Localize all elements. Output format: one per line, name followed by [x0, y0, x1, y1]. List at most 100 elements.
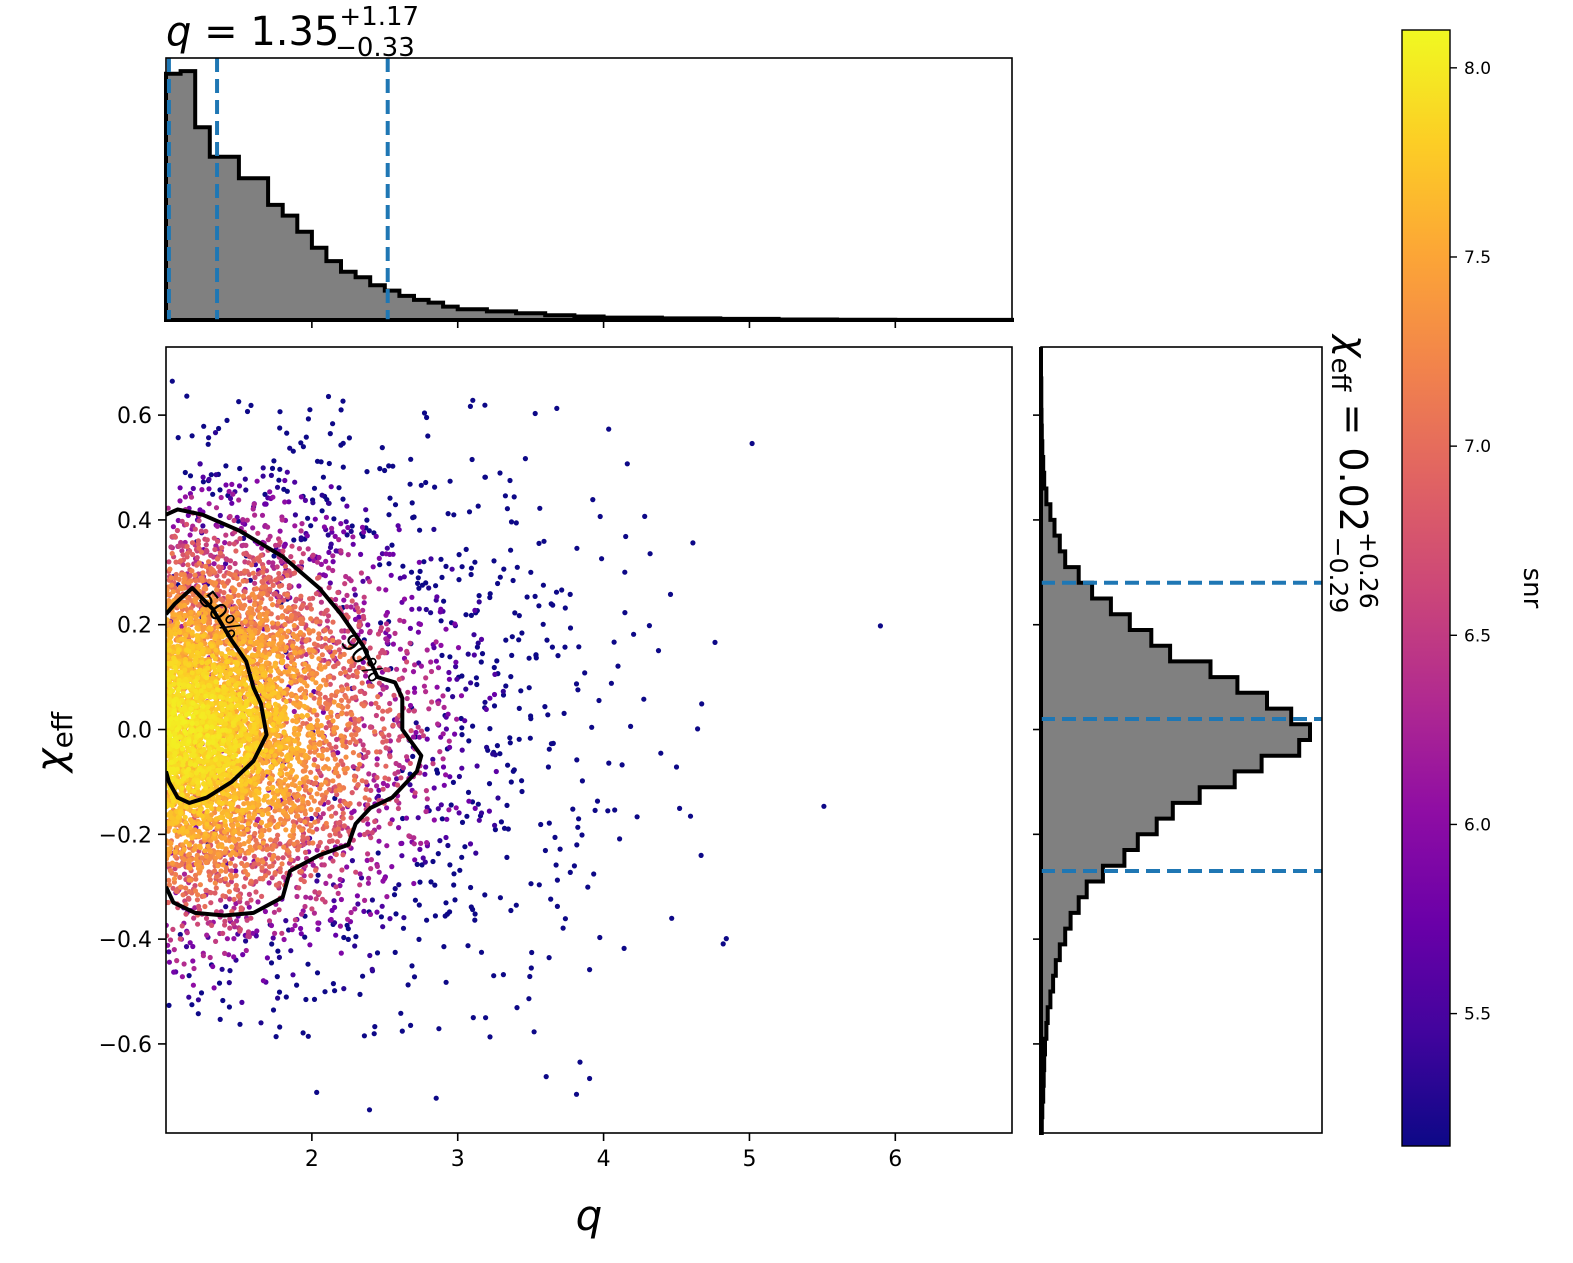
scatter-point: [573, 1091, 580, 1097]
scatter-point: [231, 517, 237, 524]
scatter-point: [513, 902, 519, 908]
scatter-point: [246, 627, 252, 633]
scatter-point: [315, 635, 321, 642]
scatter-point: [472, 917, 478, 923]
scatter-point: [491, 558, 497, 564]
scatter-point: [235, 893, 241, 899]
scatter-point: [267, 740, 273, 746]
scatter-point: [178, 572, 184, 578]
scatter-point: [317, 839, 323, 846]
scatter-point: [502, 493, 508, 499]
scatter-point: [471, 652, 477, 658]
scatter-point: [212, 868, 218, 874]
scatter-point: [446, 738, 452, 744]
scatter-point: [299, 521, 305, 527]
scatter-point: [179, 974, 185, 980]
scatter-point: [445, 510, 451, 517]
scatter-point: [367, 952, 373, 959]
scatter-point: [307, 596, 313, 602]
scatter-point: [288, 769, 294, 775]
scatter-point: [537, 505, 543, 511]
scatter-point: [349, 711, 355, 718]
scatter-point: [194, 555, 200, 561]
scatter-point: [222, 606, 228, 612]
scatter-point: [293, 596, 299, 602]
scatter-point: [509, 652, 515, 659]
scatter-point: [503, 683, 509, 689]
scatter-point: [198, 990, 205, 996]
scatter-point: [215, 823, 221, 829]
scatter-point: [300, 551, 306, 557]
scatter-point: [186, 994, 192, 1000]
scatter-point: [315, 806, 321, 813]
scatter-point: [384, 805, 390, 811]
scatter-point: [275, 615, 281, 621]
scatter-point: [283, 644, 289, 650]
scatter-point: [298, 686, 305, 692]
scatter-point: [410, 515, 416, 521]
scatter-point: [424, 796, 430, 802]
scatter-point: [441, 782, 447, 788]
scatter-point: [200, 523, 206, 529]
scatter-point: [360, 578, 366, 584]
scatter-point: [430, 858, 436, 865]
scatter-point: [364, 517, 370, 523]
scatter-point: [220, 997, 226, 1004]
scatter-point: [272, 676, 278, 682]
scatter-point: [287, 762, 293, 768]
scatter-point: [219, 545, 225, 551]
scatter-point: [309, 653, 315, 660]
scatter-point: [178, 558, 184, 564]
scatter-point: [487, 726, 493, 732]
top-title-value: = 1.35: [191, 9, 339, 55]
scatter-point: [454, 676, 460, 682]
scatter-point: [277, 757, 283, 763]
scatter-point: [341, 597, 347, 603]
scatter-point: [423, 479, 429, 486]
scatter-point: [282, 799, 288, 805]
scatter-point: [698, 852, 704, 859]
scatter-point: [211, 561, 217, 567]
scatter-point: [227, 495, 234, 502]
scatter-point: [374, 783, 380, 789]
scatter-point: [309, 676, 316, 682]
scatter-point: [217, 487, 223, 493]
scatter-point: [241, 841, 247, 847]
scatter-point: [348, 815, 354, 821]
scatter-point: [567, 625, 574, 631]
scatter-point: [302, 497, 308, 503]
scatter-point: [330, 858, 336, 864]
scatter-point: [306, 627, 312, 633]
scatter-point: [555, 653, 561, 659]
scatter-point: [234, 514, 240, 520]
scatter-point: [211, 592, 217, 598]
scatter-point: [378, 625, 384, 631]
scatter-point: [242, 855, 248, 862]
scatter-point: [228, 872, 234, 878]
scatter-point: [422, 771, 428, 777]
scatter-point: [294, 745, 300, 751]
scatter-point: [475, 503, 481, 509]
scatter-point: [305, 835, 311, 841]
scatter-point: [319, 792, 325, 798]
scatter-point: [262, 501, 268, 507]
scatter-point: [272, 590, 278, 597]
scatter-point: [372, 818, 378, 825]
scatter-point: [384, 783, 390, 789]
scatter-point: [345, 614, 351, 620]
scatter-point: [291, 537, 297, 543]
scatter-point: [364, 816, 370, 822]
scatter-point: [351, 773, 358, 779]
scatter-point: [345, 628, 351, 634]
scatter-point: [394, 782, 401, 788]
scatter-point: [199, 487, 205, 493]
scatter-point: [252, 574, 258, 581]
scatter-point: [265, 524, 271, 530]
scatter-point: [347, 644, 353, 651]
scatter-point: [279, 930, 285, 936]
scatter-point: [574, 842, 580, 848]
scatter-point: [367, 628, 373, 634]
scatter-point: [367, 645, 373, 651]
scatter-point: [367, 911, 374, 918]
scatter-point: [303, 996, 309, 1003]
